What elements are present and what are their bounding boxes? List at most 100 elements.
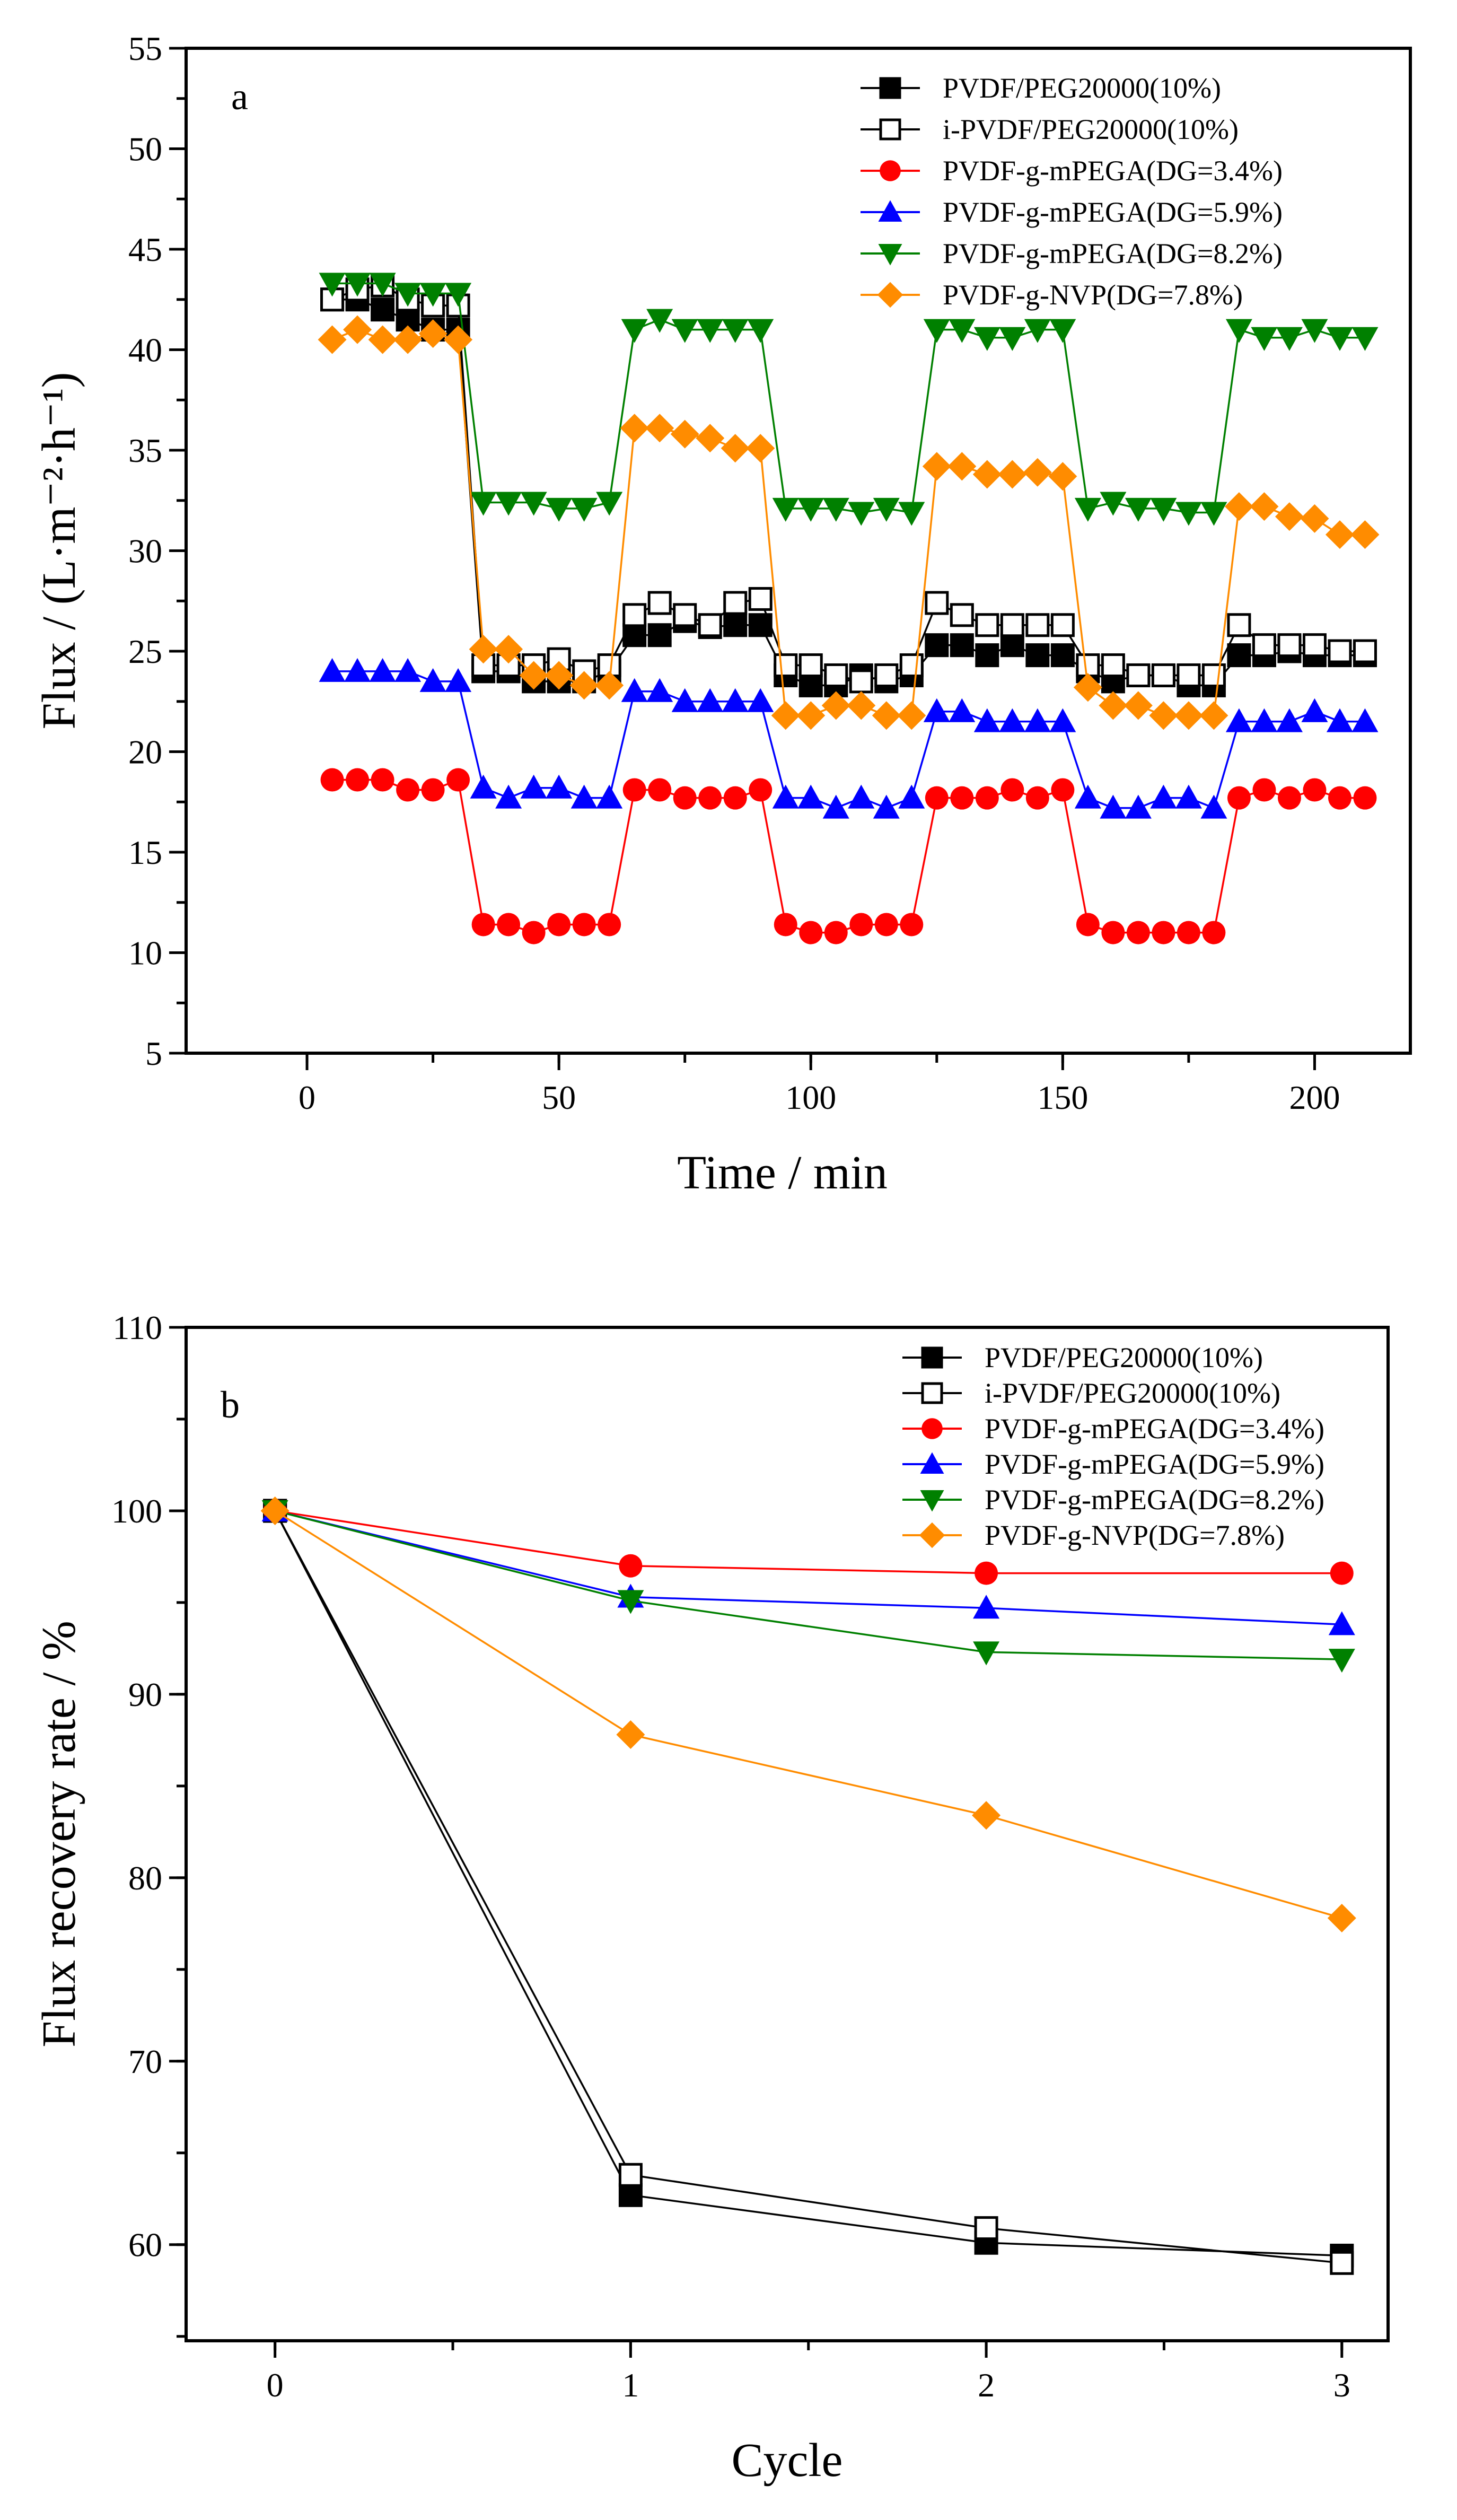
data-point (1125, 794, 1152, 819)
x-tick-label: 0 (267, 2366, 284, 2404)
data-point (972, 460, 1002, 489)
data-point (445, 668, 472, 692)
legend-marker (878, 200, 902, 222)
data-point (1024, 319, 1051, 343)
legend-marker (879, 118, 901, 141)
x-tick-label: 1 (622, 2366, 639, 2404)
data-point (495, 492, 522, 516)
data-point (469, 635, 498, 664)
data-point (949, 698, 976, 722)
y-axis-title: Flux recovery rate / % (33, 1621, 85, 2048)
y-tick-label: 25 (128, 633, 162, 670)
y-tick-label: 55 (128, 30, 162, 67)
y-tick-label: 45 (128, 231, 162, 268)
legend-label: PVDF-g-NVP(DG=7.8%) (985, 1519, 1285, 1551)
data-point (569, 671, 599, 700)
data-point (923, 698, 950, 722)
data-point (797, 784, 824, 809)
data-point (260, 1496, 289, 1525)
data-point (873, 497, 900, 522)
plot-frame (185, 1326, 1390, 2342)
data-point (1224, 492, 1253, 521)
data-point (570, 784, 598, 809)
data-point (698, 786, 722, 810)
data-point (947, 452, 977, 481)
data-point (393, 325, 423, 354)
x-axis-title: Cycle (732, 2434, 843, 2487)
data-point (1328, 1649, 1355, 1673)
data-point (1227, 643, 1251, 668)
y-tick-label: 90 (128, 1676, 162, 1713)
data-point (369, 273, 396, 297)
data-point (999, 327, 1026, 351)
data-point (371, 768, 394, 792)
data-point (495, 784, 522, 809)
legend: PVDF/PEG20000(10%) i-PVDF/PEG20000(10%) PV… (902, 1342, 1324, 1551)
data-point (798, 653, 823, 678)
x-tick-label: 150 (1037, 1079, 1088, 1116)
data-point (1251, 708, 1278, 732)
y-tick-label: 5 (145, 1035, 162, 1072)
data-point (1252, 633, 1276, 658)
x-tick-label: 0 (299, 1079, 315, 1116)
data-point (849, 669, 873, 694)
y-tick-label: 30 (128, 532, 162, 570)
legend: PVDF/PEG20000(10%) i-PVDF/PEG20000(10%) PV… (861, 72, 1283, 311)
legend-label: PVDF-g-mPEGA(DG=5.9%) (985, 1448, 1324, 1480)
data-point (1300, 504, 1329, 533)
data-point (1301, 698, 1328, 722)
data-point (1175, 502, 1202, 526)
y-tick-label: 110 (112, 1309, 162, 1346)
data-point (796, 701, 826, 730)
data-point (618, 2183, 643, 2207)
data-point (923, 319, 950, 343)
data-point (444, 325, 473, 354)
data-point (747, 688, 774, 712)
data-point (1124, 691, 1153, 720)
data-point (546, 774, 573, 799)
legend-label: PVDF-g-mPEGA(DG=8.2%) (943, 238, 1283, 269)
data-point (621, 678, 648, 702)
data-point (369, 658, 396, 682)
data-point (1048, 462, 1077, 491)
data-point (1200, 502, 1227, 526)
data-point (824, 663, 848, 687)
data-point (1302, 633, 1327, 658)
data-point (1353, 639, 1377, 663)
y-tick-label: 60 (128, 2226, 162, 2264)
y-tick-label: 50 (128, 130, 162, 168)
data-point (1126, 921, 1150, 944)
data-point (771, 701, 800, 730)
data-point (872, 701, 901, 730)
x-tick-label: 2 (978, 2366, 995, 2404)
data-point (1225, 708, 1252, 732)
data-point (421, 778, 445, 802)
data-point (1150, 784, 1177, 809)
series-1 (263, 1499, 1354, 2275)
y-tick-label: 70 (128, 2043, 162, 2080)
data-point (647, 591, 672, 615)
data-point (1175, 784, 1202, 809)
data-point (1199, 701, 1228, 730)
y-tick-label: 10 (128, 934, 162, 972)
data-point (622, 778, 646, 802)
legend-marker (878, 244, 902, 266)
data-point (470, 492, 497, 516)
series-2 (320, 768, 1377, 944)
data-point (346, 768, 370, 792)
data-point (622, 603, 647, 627)
data-point (595, 671, 624, 700)
legend-label: PVDF/PEG20000(10%) (985, 1342, 1263, 1373)
y-tick-label: 80 (128, 1859, 162, 1897)
x-tick-label: 100 (785, 1079, 836, 1116)
data-point (1351, 708, 1379, 732)
data-point (1074, 784, 1101, 809)
y-tick-label: 35 (128, 432, 162, 469)
data-point (1049, 708, 1076, 732)
data-point (646, 678, 673, 702)
data-point (1350, 520, 1380, 549)
data-point (1101, 921, 1125, 944)
data-point (520, 774, 547, 799)
data-point (446, 768, 470, 792)
